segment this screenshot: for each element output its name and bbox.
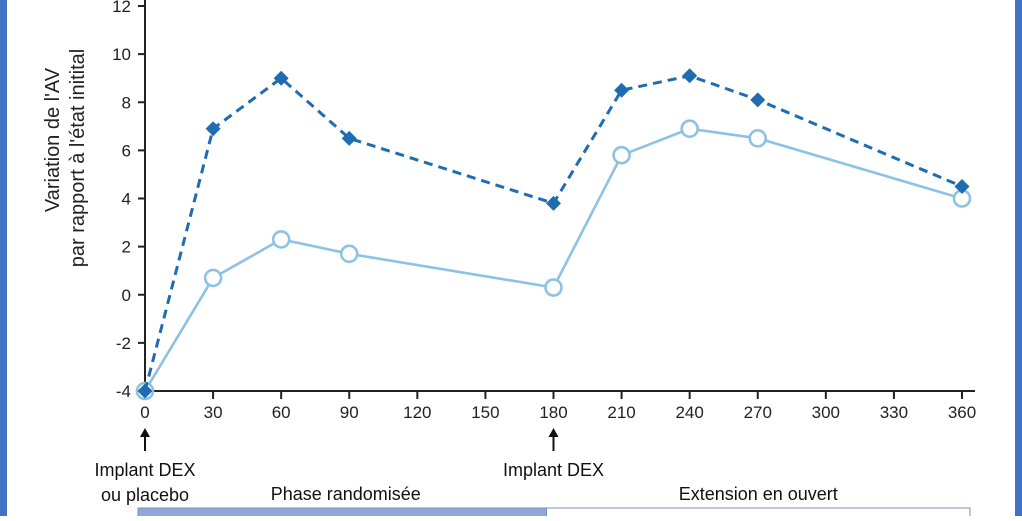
x-tick-label: 240 [675, 403, 703, 422]
series-dashed-line [143, 74, 963, 392]
x-tick-label: 210 [607, 403, 635, 422]
diamond-marker [273, 70, 289, 86]
circle-marker [203, 268, 223, 288]
x-tick-label: 60 [272, 403, 291, 422]
phase-bar [546, 507, 971, 521]
x-tick-label: 30 [204, 403, 223, 422]
y-axis-label-line1: Variation de l'AV [42, 67, 64, 212]
x-tick-label: 150 [471, 403, 499, 422]
annotation-label-line1: Implant DEX [503, 460, 604, 480]
y-tick-label: 8 [122, 93, 131, 112]
x-tick-label: 0 [140, 403, 149, 422]
series-layer [135, 68, 972, 401]
circle-marker [339, 244, 359, 264]
phase-label: Extension en ouvert [679, 484, 838, 504]
diamond-marker [205, 121, 221, 137]
y-tick-label: 6 [122, 141, 131, 160]
annotation-label-line2: ou placebo [101, 485, 189, 505]
x-tick-label: 180 [539, 403, 567, 422]
diamond-marker [750, 92, 766, 108]
x-tick-label: 90 [340, 403, 359, 422]
phase-label: Phase randomisée [271, 484, 421, 504]
left-border-rule [0, 0, 7, 516]
phase-layer: Phase randomisée Extension en ouvert [137, 484, 971, 521]
annotation-arrow-head [548, 428, 559, 437]
diamond-marker [682, 68, 698, 84]
x-tick-label: 270 [744, 403, 772, 422]
annotation-layer: Implant DEX ou placebo Implant DEX [94, 428, 604, 505]
y-tick-label: 2 [122, 238, 131, 257]
x-tick-label: 300 [812, 403, 840, 422]
circle-marker [612, 145, 631, 165]
circle-marker [271, 230, 291, 249]
diamond-marker [341, 130, 357, 146]
y-axis-label-line2: par rapport à l'état initital [67, 49, 89, 267]
annotation-arrow-head [140, 428, 150, 437]
x-tick-label: 120 [403, 403, 431, 422]
y-tick-label: -4 [116, 382, 131, 401]
y-tick-label: 0 [122, 286, 131, 305]
x-tick-label: 360 [948, 403, 976, 422]
y-tick-label: 12 [112, 0, 131, 16]
phase-bar [137, 507, 554, 521]
y-tick-label: 10 [112, 45, 131, 64]
diamond-marker [137, 383, 153, 399]
circle-marker [680, 119, 699, 139]
annotation-label-line1: Implant DEX [94, 460, 195, 480]
right-border-rule [1015, 0, 1022, 516]
y-tick-label: -2 [116, 334, 131, 353]
circle-marker [544, 278, 563, 297]
circle-marker [748, 129, 768, 148]
diamond-marker [954, 178, 970, 194]
diamond-marker [546, 195, 561, 211]
series-solid-line [143, 127, 963, 392]
x-tick-label: 330 [880, 403, 908, 422]
diamond-marker [614, 82, 630, 98]
y-tick-label: 4 [122, 190, 131, 209]
axes: 12 10 8 6 4 2 0 -2 -4 0 30 60 90 120 150 180 210 240 270 30… [112, 0, 976, 422]
